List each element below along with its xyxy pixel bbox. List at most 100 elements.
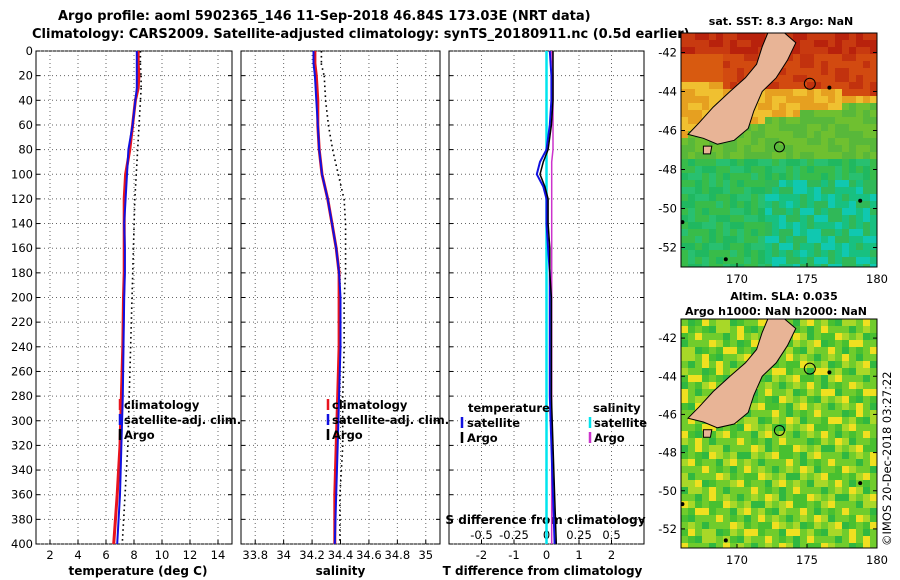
map-cell [856,243,863,250]
map-cell [828,438,835,445]
map-cell [786,82,793,89]
map-cell [821,340,828,347]
map-cell [821,389,828,396]
series-argo [326,115,329,117]
land-stewart-island [702,429,713,438]
map-cell [849,243,856,250]
y-tick-label: 80 [18,143,33,157]
map-cell [870,61,877,68]
map-cell [779,75,786,82]
series-argo [133,213,136,216]
map-cell [856,536,863,543]
series-argo [126,460,128,462]
map-cell [744,208,751,215]
map-cell [681,173,688,180]
map-cell [709,61,716,68]
series-argo [338,179,341,181]
series-argo [327,120,329,122]
map-cell [779,361,786,368]
map-cell [751,250,758,257]
map-cell [772,89,779,96]
map-cell [863,82,870,89]
map-cell [814,487,821,494]
map-cell [765,257,772,264]
map-cell [863,173,870,180]
map-cell [821,396,828,403]
map-cell [730,68,737,75]
map-cell [793,131,800,138]
map-cell [842,131,849,138]
map-cell [821,166,828,173]
map-cell [793,173,800,180]
map-cell [681,222,688,229]
series-argo [131,277,134,280]
map-cell [849,466,856,473]
series-argo [123,509,125,512]
map-cell [695,229,702,236]
map-cell [751,138,758,145]
map-cell [737,33,744,40]
map-cell [688,47,695,54]
series-argo [122,524,125,526]
map-cell [688,375,695,382]
map-cell [716,145,723,152]
map-cell [702,529,709,536]
map-cell [744,354,751,361]
y-tick-label: 320 [11,438,33,452]
map-cell [758,173,765,180]
map-cell [870,236,877,243]
map-cell [835,382,842,389]
series-argo [140,80,142,83]
map-cell [737,431,744,438]
map-cell [842,110,849,117]
map-cell [842,243,849,250]
map-cell [870,110,877,117]
map-cell [688,243,695,250]
map-cell [842,515,849,522]
map-cell [695,103,702,110]
map-cell [835,515,842,522]
map-cell [751,326,758,333]
map-cell [751,438,758,445]
map-cell [744,340,751,347]
map-cell [730,340,737,347]
map-cell [695,536,702,543]
map-cell [716,536,723,543]
map-cell [856,208,863,215]
map-cell [821,333,828,340]
map-cell [695,340,702,347]
map-cell [709,473,716,480]
small-island [723,538,728,543]
y-tick-label: 120 [11,192,33,206]
map-cell [849,389,856,396]
map-cell [688,396,695,403]
map-cell [681,264,688,267]
map-cell [807,389,814,396]
map-cell [751,54,758,61]
series-argo [337,174,340,176]
map-cell [821,215,828,222]
map-cell [737,194,744,201]
map-cell [681,473,688,480]
map-cell [772,264,779,267]
map-cell [828,138,835,145]
map-cell [842,361,849,368]
series-argo [320,51,323,53]
map-cell [863,480,870,487]
series-argo [133,228,135,231]
map-cell [779,473,786,480]
map-cell [723,89,730,96]
map-cell [856,333,863,340]
map-x-tick-label: 180 [866,553,888,567]
map-cell [842,257,849,264]
map-cell [842,145,849,152]
map-cell [870,417,877,424]
map-cell [842,326,849,333]
map-cell [730,208,737,215]
series-argo [326,110,328,112]
map-cell [744,515,751,522]
map-cell [751,33,758,40]
map-cell [835,229,842,236]
map-cell [772,368,779,375]
sst-map-title: sat. SST: 8.3 Argo: NaN [709,15,853,28]
